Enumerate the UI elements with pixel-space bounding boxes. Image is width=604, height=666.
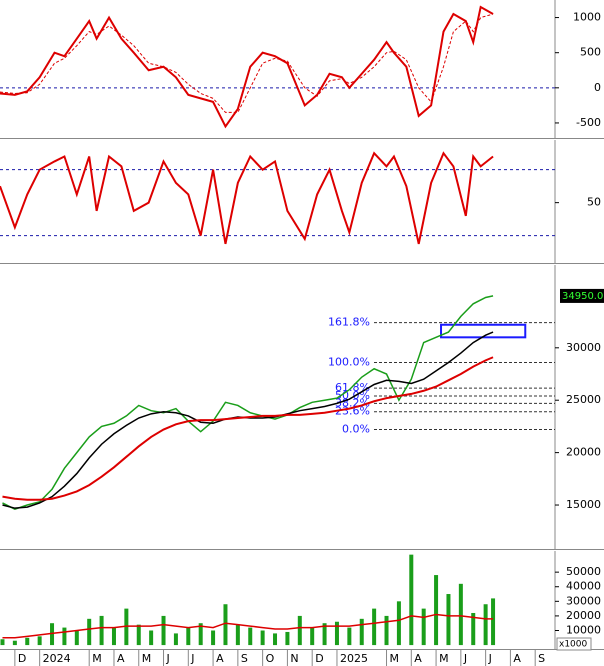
volume-bar bbox=[396, 601, 401, 646]
x-tick-label: J bbox=[190, 652, 194, 665]
x-tick-label: M bbox=[439, 652, 449, 665]
volume-bar bbox=[99, 615, 104, 646]
volume-bar bbox=[491, 598, 496, 646]
y-tick-label: 1000 bbox=[573, 11, 601, 24]
x-tick-label: N bbox=[290, 652, 298, 665]
x-tick-label: D bbox=[18, 652, 26, 665]
y-tick-label: 25000 bbox=[566, 393, 601, 406]
volume-bar bbox=[322, 623, 327, 646]
x-tick-label: J bbox=[463, 652, 467, 665]
y-tick-label: 0 bbox=[594, 81, 601, 94]
volume-bar bbox=[421, 608, 426, 646]
y-tick-label: 40000 bbox=[566, 580, 601, 593]
x-tick-label: S bbox=[241, 652, 248, 665]
y-tick-label: 30000 bbox=[566, 341, 601, 354]
fib-label: 61.8% bbox=[335, 381, 370, 394]
y-tick-label: 10000 bbox=[566, 623, 601, 636]
x-tick-label: M bbox=[92, 652, 102, 665]
x-tick-label: 2025 bbox=[340, 652, 368, 665]
series-line bbox=[2, 356, 494, 501]
volume-bar bbox=[483, 604, 488, 646]
volume-bar bbox=[359, 618, 364, 646]
y-tick-label: -500 bbox=[576, 116, 601, 129]
fib-label: 23.6% bbox=[335, 405, 370, 418]
volume-bar bbox=[149, 630, 154, 646]
last-price-label: 34950.00 bbox=[562, 291, 604, 302]
x-tick-label: A bbox=[513, 652, 521, 665]
volume-bar bbox=[273, 633, 278, 646]
x-tick-label: A bbox=[414, 652, 422, 665]
last-price-tag bbox=[560, 288, 604, 303]
volume-bar bbox=[12, 640, 17, 646]
volume-bar bbox=[372, 608, 377, 646]
volume-bar bbox=[62, 627, 67, 646]
volume-bar bbox=[173, 633, 178, 646]
unit-label: x1000 bbox=[559, 640, 588, 650]
x-tick-label: D bbox=[315, 652, 323, 665]
volume-bar bbox=[384, 615, 389, 646]
volume-bar bbox=[136, 624, 141, 646]
y-tick-label: 50000 bbox=[566, 565, 601, 578]
volume-bar bbox=[471, 612, 476, 646]
y-tick-label: 20000 bbox=[566, 609, 601, 622]
x-tick-label: S bbox=[538, 652, 545, 665]
x-tick-label: A bbox=[117, 652, 125, 665]
volume-bar bbox=[87, 618, 92, 646]
volume-bar bbox=[334, 621, 339, 646]
x-tick-label: J bbox=[488, 652, 492, 665]
volume-bar bbox=[111, 627, 116, 646]
volume-bar bbox=[37, 636, 42, 646]
x-tick-label: A bbox=[216, 652, 224, 665]
volume-bar bbox=[446, 594, 451, 646]
volume-bar bbox=[248, 627, 253, 646]
volume-bar bbox=[285, 631, 290, 646]
series-line bbox=[0, 13, 494, 113]
volume-bar bbox=[458, 583, 463, 646]
unit-box bbox=[556, 637, 592, 651]
y-tick-label: 50 bbox=[587, 196, 601, 209]
volume-bar bbox=[0, 639, 5, 646]
series-line bbox=[0, 5, 494, 129]
volume-bar bbox=[310, 627, 315, 646]
volume-bar bbox=[25, 637, 30, 646]
x-tick-label: M bbox=[390, 652, 400, 665]
volume-bar bbox=[161, 615, 166, 646]
x-tick-label: 2024 bbox=[43, 652, 71, 665]
x-tick-label: M bbox=[142, 652, 152, 665]
volume-bar bbox=[74, 630, 79, 646]
series-line bbox=[2, 295, 494, 511]
series-line bbox=[0, 151, 494, 245]
volume-bar bbox=[235, 624, 240, 646]
volume-bar bbox=[297, 615, 302, 646]
x-tick-label: J bbox=[166, 652, 170, 665]
volume-bar bbox=[347, 627, 352, 646]
volume-bar bbox=[211, 630, 216, 646]
series-line bbox=[2, 613, 494, 639]
y-tick-label: 20000 bbox=[566, 446, 601, 459]
volume-bar bbox=[198, 623, 203, 646]
volume-bar bbox=[409, 554, 414, 646]
fib-label: 161.8% bbox=[328, 316, 370, 329]
y-tick-label: 500 bbox=[580, 46, 601, 59]
volume-bar bbox=[186, 627, 191, 646]
volume-bar bbox=[434, 575, 439, 646]
fib-label: 100.0% bbox=[328, 355, 370, 368]
fib-label: 0.0% bbox=[342, 423, 370, 436]
volume-bar bbox=[223, 604, 228, 646]
y-tick-label: 30000 bbox=[566, 594, 601, 607]
y-tick-label: 15000 bbox=[566, 498, 601, 511]
volume-bar bbox=[260, 630, 265, 646]
series-line bbox=[2, 331, 494, 509]
x-tick-label: O bbox=[266, 652, 275, 665]
